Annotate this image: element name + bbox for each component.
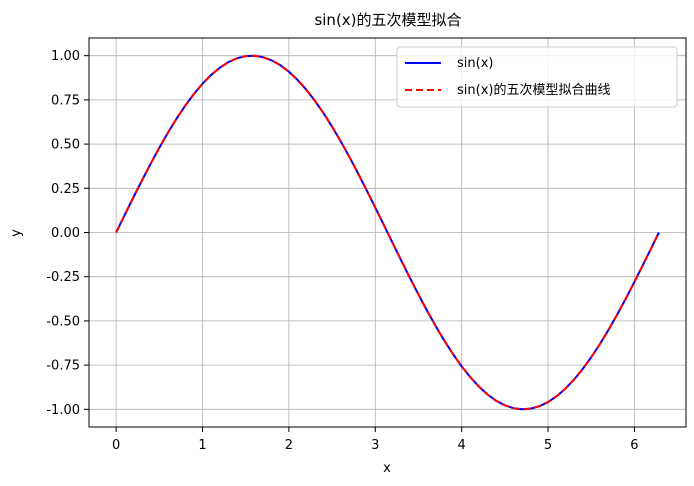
y-tick-label: -0.50 — [46, 314, 80, 329]
y-tick-label: -0.25 — [46, 270, 80, 285]
y-tick-label: 1.00 — [51, 49, 80, 64]
x-tick-label: 3 — [371, 438, 379, 453]
y-axis-label: y — [9, 229, 24, 237]
y-tick-label: 0.00 — [51, 226, 80, 241]
y-tick-label: 0.75 — [51, 93, 80, 108]
legend-label-fit: sin(x)的五次模型拟合曲线 — [457, 82, 610, 98]
y-tick-label: 0.50 — [51, 138, 80, 153]
series-line-fit — [115, 54, 660, 411]
x-tick-label: 2 — [285, 438, 293, 453]
x-tick-label: 4 — [458, 438, 466, 453]
x-tick-label: 5 — [544, 438, 552, 453]
y-tick-label: -0.75 — [46, 359, 80, 374]
legend: sin(x) sin(x)的五次模型拟合曲线 — [396, 46, 678, 108]
series-layer — [115, 54, 660, 411]
x-tick-label: 1 — [198, 438, 206, 453]
x-axis-label: x — [383, 461, 391, 476]
chart-title: sin(x)的五次模型拟合 — [314, 11, 461, 29]
y-tick-label: 0.25 — [51, 182, 80, 197]
grid — [89, 38, 686, 427]
x-tick-label: 0 — [112, 438, 120, 453]
y-tick-label: -1.00 — [46, 403, 80, 418]
x-tick-label: 6 — [630, 438, 638, 453]
ticks: 0 1 2 3 4 5 6 -1.00 -0.75 -0.50 -0.25 0.00 0.25 0.50 0… — [46, 49, 638, 453]
legend-label-sin: sin(x) — [457, 56, 493, 71]
legend-box — [396, 46, 678, 108]
